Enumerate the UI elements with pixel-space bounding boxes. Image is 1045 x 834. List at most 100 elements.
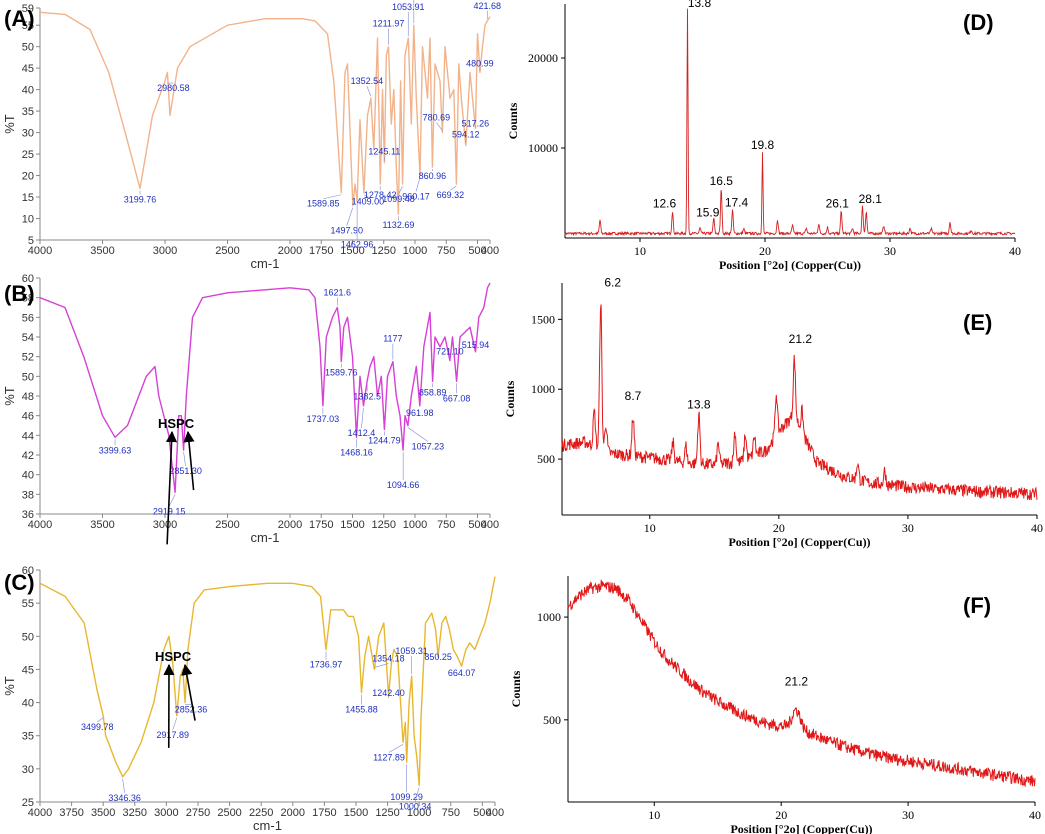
annotation-leader: [122, 778, 125, 793]
y-tick-label: 42: [22, 450, 34, 462]
peak-annotation: 2917.89: [156, 730, 189, 740]
x-tick-label: 1000: [403, 519, 427, 531]
peak-annotation: 1053.91: [392, 2, 425, 12]
y-tick-label: 500: [543, 713, 561, 727]
annotation-leader: [388, 744, 404, 753]
peak-annotation: 1278.42: [364, 190, 397, 200]
y-tick-label: 55: [22, 598, 34, 610]
y-tick-label: 10: [22, 214, 34, 226]
hspc-arrow-left: [165, 430, 178, 545]
y-tick-label: 50: [22, 631, 34, 643]
panel-label-e: (E): [963, 310, 992, 335]
peak-annotation: 3346.36: [108, 793, 141, 803]
annotation-leader: [374, 663, 389, 668]
annotation-leader: [450, 185, 457, 191]
annotation-leader: [361, 407, 364, 428]
y-tick-label: 10000: [528, 141, 558, 155]
peak-annotation: 480.99: [466, 58, 494, 68]
peak-annotation: 3199.76: [124, 194, 157, 204]
x-tick-label: 1000: [403, 245, 427, 257]
y-axis-label: Counts: [506, 102, 520, 139]
peak-annotation: 667.08: [443, 393, 471, 403]
panel-label-c: (C): [4, 570, 35, 595]
x-tick-label: 500: [468, 245, 486, 257]
y-tick-label: 60: [22, 273, 34, 285]
hspc-label: HSPC: [155, 649, 192, 664]
peak-annotation: 2980.58: [157, 83, 190, 93]
y-tick-label: 38: [22, 489, 34, 501]
y-tick-label: 30: [22, 128, 34, 140]
x-tick-label: 400: [486, 807, 504, 819]
peak-annotation: 1621.6: [324, 288, 352, 298]
peak-annotation: 1177: [383, 334, 402, 344]
panel-label-d: (D): [963, 10, 994, 35]
x-tick-label: 1500: [340, 519, 364, 531]
x-tick-label: 750: [442, 807, 460, 819]
peak-annotation: 12.6: [653, 197, 677, 211]
x-tick-label: 1250: [372, 519, 396, 531]
x-tick-label: 3000: [154, 807, 178, 819]
annotation-leader: [366, 86, 372, 97]
x-tick-label: 40: [1009, 244, 1021, 258]
peak-annotation: 8.7: [625, 389, 642, 403]
peak-annotation: 1000.34: [399, 801, 432, 811]
y-tick-label: 52: [22, 352, 34, 364]
y-tick-label: 45: [22, 664, 34, 676]
annotation-leader: [398, 186, 403, 195]
y-tick-label: 46: [22, 411, 34, 423]
peak-annotation: 13.8: [687, 397, 711, 411]
annotation-leader: [414, 787, 420, 802]
annotation-leader: [415, 177, 421, 192]
annotation-leader: [323, 194, 342, 200]
peak-annotation: 1132.69: [382, 220, 414, 230]
y-axis-label: %T: [2, 386, 17, 406]
y-tick-label: 59: [22, 3, 34, 15]
peak-annotation: 3399.63: [99, 445, 132, 455]
y-tick-label: 1000: [531, 382, 555, 396]
x-tick-label: 400: [481, 519, 499, 531]
x-tick-label: 20: [775, 808, 787, 822]
peak-annotation: 2852.36: [175, 705, 208, 715]
x-tick-label: 1750: [309, 245, 333, 257]
y-tick-label: 55: [22, 20, 34, 32]
annotation-leader: [168, 494, 176, 507]
peak-annotation: 1468.16: [340, 447, 373, 457]
x-tick-label: 3500: [90, 245, 114, 257]
peak-annotation: 21.2: [785, 674, 809, 688]
peak-annotation: 1057.23: [412, 442, 445, 452]
x-axis-label: Position [°2o] (Copper(Cu)): [730, 822, 872, 834]
peak-annotation: 780.69: [423, 113, 451, 123]
x-tick-label: 10: [634, 244, 646, 258]
spectrum-line: [39, 282, 491, 494]
peak-annotation: 28.1: [859, 192, 883, 206]
spectrum-line: [39, 11, 491, 215]
peak-annotation: 515.94: [462, 340, 490, 350]
y-tick-label: 50: [22, 371, 34, 383]
x-axis-label: Position [°2o] (Copper(Cu)): [719, 258, 861, 272]
annotation-leader: [97, 717, 104, 723]
x-tick-label: 3750: [59, 807, 83, 819]
x-tick-label: 2000: [278, 519, 302, 531]
y-tick-label: 30: [22, 764, 34, 776]
x-tick-label: 2250: [249, 807, 273, 819]
x-tick-label: 4000: [28, 245, 52, 257]
peak-annotation: 26.1: [826, 197, 850, 211]
hspc-arrow-right: [183, 430, 195, 491]
annotation-leader: [183, 452, 186, 467]
ir-spectrum-b: 4000 3500 3000 2500 2000 1750 1500 1250 1000 750 5…: [2, 273, 499, 545]
peak-annotation: 1589.76: [325, 368, 358, 378]
y-tick-label: 36: [22, 509, 34, 521]
x-tick-label: 2500: [215, 245, 239, 257]
annotation-leader: [436, 122, 443, 131]
peak-annotation: 1462.96: [341, 239, 374, 249]
x-tick-label: 3000: [153, 245, 177, 257]
x-tick-label: 2000: [281, 807, 305, 819]
peak-annotation: 13.8: [688, 0, 712, 10]
y-tick-label: 60: [22, 565, 34, 577]
y-axis-label: Counts: [503, 380, 517, 417]
y-tick-label: 25: [22, 149, 34, 161]
x-tick-label: 10: [644, 521, 656, 535]
y-tick-label: 58: [22, 293, 34, 305]
peak-annotation: 3499.78: [81, 722, 114, 732]
peak-annotation: 961.98: [406, 408, 434, 418]
